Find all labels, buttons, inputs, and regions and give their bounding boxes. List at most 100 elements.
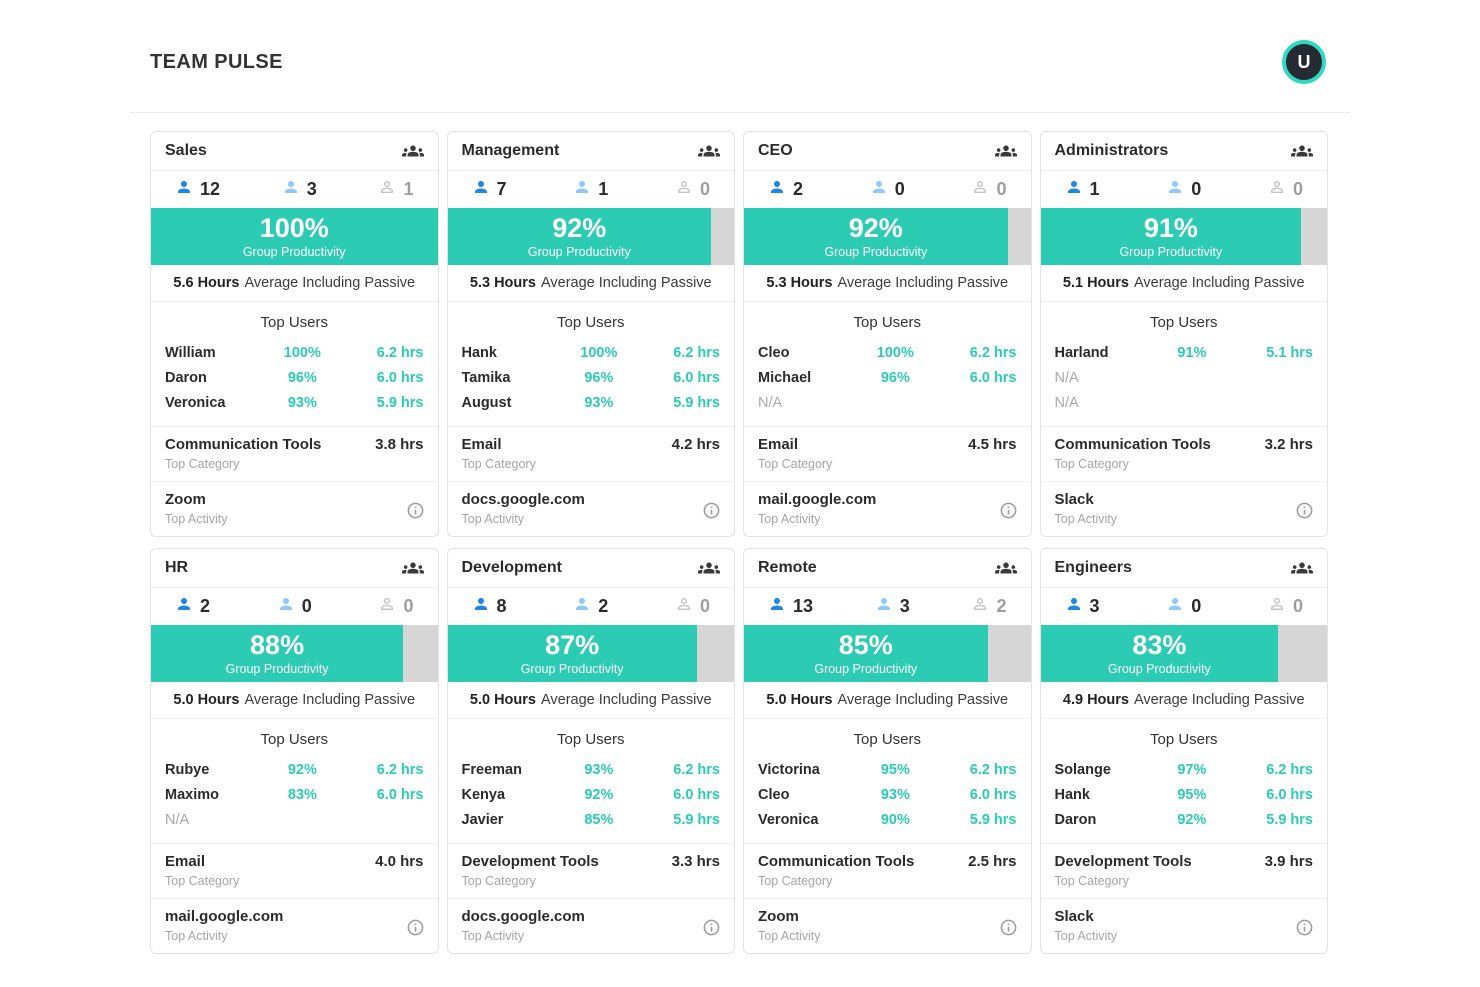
average-hours-caption: Average Including Passive — [837, 275, 1009, 291]
active-members: 8 — [472, 595, 507, 618]
top-user-productivity: 93% — [880, 786, 910, 803]
person-outline-gray-icon — [378, 178, 396, 201]
top-activity-section: docs.google.com Top Activity — [448, 899, 735, 953]
top-user-row: Victorina 95% 6.2 hrs — [758, 757, 1017, 782]
top-users-title: Top Users — [1149, 731, 1218, 748]
average-hours-caption: Average Including Passive — [540, 275, 712, 291]
top-category-name: Email — [165, 853, 206, 870]
person-filled-blue-icon — [472, 595, 490, 618]
top-user-productivity: 90% — [880, 811, 910, 828]
productivity-percent: 87% — [545, 629, 600, 660]
groups-icon[interactable] — [994, 140, 1017, 162]
top-user-hours: 6.2 hrs — [673, 761, 720, 778]
productivity-caption: Group Productivity — [824, 244, 928, 259]
top-user-row: N/A — [758, 390, 1017, 415]
active-members: 2 — [768, 178, 803, 201]
average-hours-value: 5.0 Hours — [173, 692, 240, 708]
top-user-name: Harland — [1054, 344, 1109, 361]
groups-icon[interactable] — [994, 557, 1017, 579]
productivity-percent: 83% — [1132, 629, 1187, 660]
productivity-percent: 92% — [552, 212, 607, 243]
team-card: Engineers 3 0 0 83% Group Productivity — [1039, 548, 1328, 954]
top-user-name: N/A — [758, 394, 783, 411]
info-icon[interactable] — [999, 501, 1018, 520]
top-users-title: Top Users — [853, 731, 922, 748]
groups-icon[interactable] — [1291, 140, 1313, 162]
top-user-row: Maximo 83% 6.0 hrs — [165, 782, 424, 807]
top-user-name: Victorina — [758, 761, 820, 778]
top-user-productivity: 93% — [287, 394, 317, 411]
top-users-title: Top Users — [556, 314, 625, 331]
productivity-bar-fill: 100% Group Productivity — [151, 208, 438, 265]
average-hours: 5.0 Hours Average Including Passive — [744, 682, 1031, 719]
top-user-hours: 6.0 hrs — [969, 786, 1017, 803]
active-count: 7 — [496, 179, 507, 199]
top-activity-name: Slack — [1054, 491, 1094, 508]
team-card-header: Sales — [151, 132, 438, 171]
info-icon[interactable] — [1295, 501, 1314, 520]
top-category-name: Development Tools — [461, 853, 599, 870]
active-members: 12 — [175, 178, 220, 201]
passive-members: 3 — [282, 178, 317, 201]
groups-icon[interactable] — [1291, 557, 1313, 579]
top-user-row: Harland 91% 5.1 hrs — [1055, 340, 1314, 365]
info-icon[interactable] — [406, 918, 425, 937]
top-category-hours: 4.0 hrs — [375, 853, 424, 870]
groups-icon[interactable] — [698, 140, 720, 162]
groups-icon[interactable] — [698, 557, 720, 579]
top-user-productivity: 93% — [584, 394, 614, 411]
passive-count: 3 — [306, 179, 317, 199]
top-category-caption: Top Category — [758, 457, 833, 471]
active-count: 2 — [793, 179, 804, 199]
info-icon[interactable] — [999, 918, 1018, 937]
top-user-name: William — [165, 344, 216, 361]
average-hours-value: 4.9 Hours — [1062, 692, 1129, 708]
top-user-productivity: 95% — [880, 761, 910, 778]
top-user-row: N/A — [165, 807, 424, 832]
top-user-row: Kenya 92% 6.0 hrs — [462, 782, 721, 807]
offline-count: 0 — [403, 596, 414, 616]
top-user-productivity: 96% — [584, 369, 614, 386]
average-hours-caption: Average Including Passive — [540, 692, 712, 708]
top-user-name: Veronica — [758, 811, 819, 828]
top-user-productivity: 92% — [584, 786, 614, 803]
passive-count: 0 — [1191, 596, 1202, 616]
info-icon[interactable] — [702, 918, 721, 937]
groups-icon[interactable] — [401, 140, 424, 162]
avatar-initial: U — [1297, 51, 1311, 72]
top-user-productivity: 85% — [584, 811, 614, 828]
info-icon[interactable] — [702, 501, 721, 520]
info-icon[interactable] — [406, 501, 425, 520]
active-count: 2 — [200, 596, 211, 616]
top-user-hours: 6.2 hrs — [969, 761, 1017, 778]
info-icon[interactable] — [1295, 918, 1314, 937]
active-count: 1 — [1089, 179, 1100, 199]
top-users-rows: Freeman 93% 6.2 hrs Kenya 92% 6.0 hrs Ja… — [462, 757, 721, 832]
top-user-hours: 6.2 hrs — [376, 761, 424, 778]
top-activity-name: docs.google.com — [461, 491, 585, 508]
top-user-row: Freeman 93% 6.2 hrs — [462, 757, 721, 782]
productivity-caption: Group Productivity — [1107, 661, 1211, 676]
person-outline-gray-icon — [971, 595, 989, 618]
active-count: 13 — [793, 596, 814, 616]
active-members: 13 — [768, 595, 813, 618]
average-hours-value: 5.3 Hours — [766, 275, 833, 291]
top-activity-caption: Top Activity — [758, 929, 821, 943]
top-user-row: Michael 96% 6.0 hrs — [758, 365, 1017, 390]
top-users-section: Top Users Rubye 92% 6.2 hrs Maximo 83% 6… — [151, 719, 438, 844]
person-filled-blue-icon — [1065, 595, 1083, 618]
top-category-section: Communication Tools 3.2 hrs Top Category — [1040, 427, 1327, 482]
top-user-row: Solange 97% 6.2 hrs — [1055, 757, 1314, 782]
team-card-header: Development — [447, 549, 734, 588]
team-grid: Sales 12 3 1 100% Group Productivity — [150, 131, 1328, 954]
top-users-rows: Cleo 100% 6.2 hrs Michael 96% 6.0 hrs N/… — [758, 340, 1017, 415]
top-category-section: Email 4.2 hrs Top Category — [447, 427, 734, 482]
top-user-row: William 100% 6.2 hrs — [165, 340, 424, 365]
groups-icon[interactable] — [401, 557, 424, 579]
team-name: Management — [461, 142, 560, 159]
productivity-percent: 91% — [1143, 212, 1198, 243]
person-filled-blue-icon — [768, 178, 786, 201]
top-user-hours: 5.1 hrs — [1266, 344, 1313, 361]
person-filled-blue-icon — [472, 178, 490, 201]
user-avatar[interactable]: U — [1282, 40, 1326, 84]
